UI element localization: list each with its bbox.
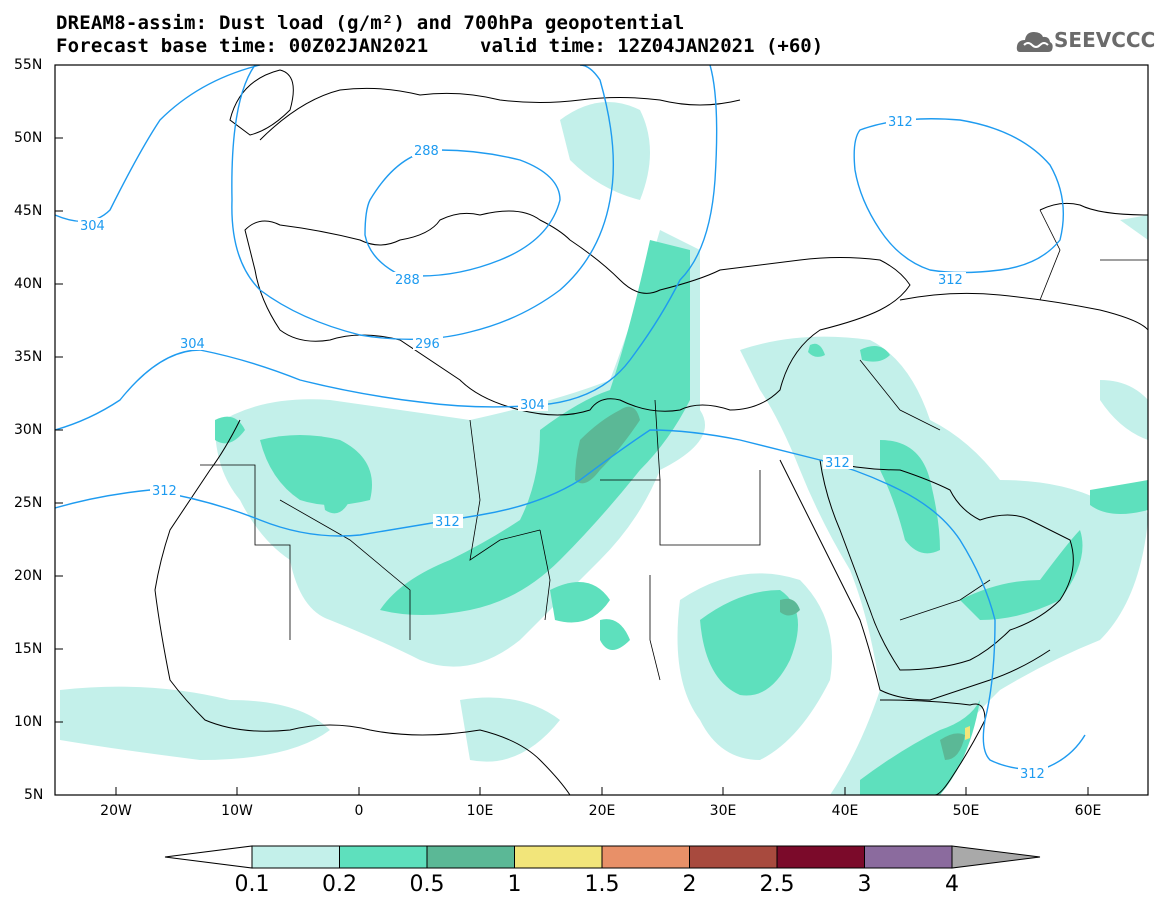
lon-label: 10E <box>466 803 494 819</box>
dust-layer-yellow <box>965 726 970 740</box>
lon-label: 20E <box>588 803 616 819</box>
contour-label: 304 <box>520 398 545 413</box>
map-title: DREAM8-assim: Dust load (g/m²) and 700hP… <box>56 12 685 34</box>
lat-label: 30N <box>14 422 43 438</box>
lat-label: 15N <box>14 641 43 657</box>
dust-layer-dark <box>575 406 965 760</box>
lat-label: 40N <box>14 276 43 292</box>
lon-label: 10W <box>221 803 253 819</box>
colorbar-label: 2 <box>682 872 697 897</box>
colorbar-label: 1 <box>507 872 522 897</box>
contour-label: 312 <box>1020 767 1045 782</box>
valid-time: valid time: 12Z04JAN2021 (+60) <box>480 35 824 57</box>
contour-label: 312 <box>825 456 850 471</box>
lat-label: 50N <box>14 130 43 146</box>
lat-label: 35N <box>14 349 43 365</box>
lat-label: 20N <box>14 568 43 584</box>
cloud-icon <box>1016 32 1053 52</box>
lon-label: 40E <box>831 803 859 819</box>
colorbar-label: 1.5 <box>584 872 620 897</box>
lat-label: 45N <box>14 203 43 219</box>
contour-label: 304 <box>180 337 205 352</box>
contour-label: 312 <box>435 515 460 530</box>
contour-labels: 304 288 288 296 304 304 312 312 312 312 … <box>78 114 1048 782</box>
lat-label: 55N <box>14 57 43 73</box>
lon-label: 0 <box>354 803 364 819</box>
lat-label: 10N <box>14 714 43 730</box>
contour-label: 312 <box>888 115 913 130</box>
country-borders <box>200 209 1148 681</box>
colorbar-label: 0.5 <box>409 872 445 897</box>
contour-label: 304 <box>80 219 105 234</box>
logo-text: SEEVCCC <box>1054 28 1156 52</box>
contour-label: 312 <box>938 273 963 288</box>
forecast-base-time: Forecast base time: 00Z02JAN2021 <box>56 35 429 57</box>
geopotential-contours <box>55 65 1086 771</box>
colorbar-label: 2.5 <box>759 872 795 897</box>
colorbar-label: 0.1 <box>234 872 270 897</box>
colorbar-label: 3 <box>857 872 872 897</box>
lon-label: 20W <box>100 803 132 819</box>
lon-label: 30E <box>709 803 737 819</box>
lon-label: 60E <box>1074 803 1102 819</box>
contour-label: 296 <box>415 337 440 352</box>
lat-label: 5N <box>24 787 44 803</box>
contour-label: 288 <box>414 144 439 159</box>
colorbar-label: 0.2 <box>322 872 357 897</box>
lat-label: 25N <box>14 495 43 511</box>
axis-ticks <box>55 64 1089 795</box>
colorbar-label: 4 <box>945 872 959 897</box>
contour-label: 312 <box>152 484 177 499</box>
contour-label: 288 <box>395 273 420 288</box>
lon-label: 50E <box>952 803 980 819</box>
